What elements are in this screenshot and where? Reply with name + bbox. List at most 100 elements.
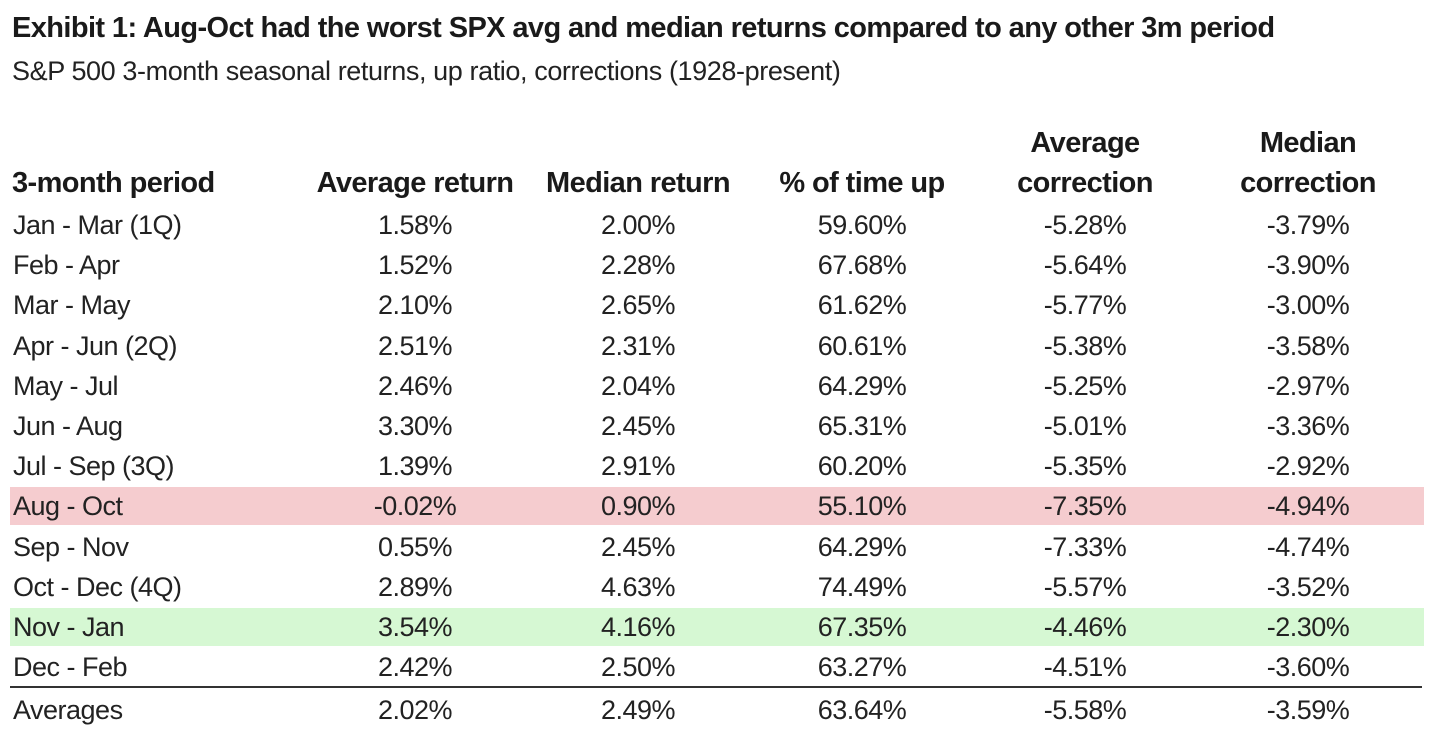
period-label: Jul - Sep (3Q) bbox=[13, 451, 175, 482]
value-cell: 2.28% bbox=[600, 250, 676, 281]
value-cell: -5.28% bbox=[1043, 210, 1127, 240]
value-cell: 2.91% bbox=[600, 451, 676, 482]
table-row: May - Jul 2.46% 2.04% 64.29% -5.25% -2.97% bbox=[10, 367, 1424, 405]
value-cell: -5.01% bbox=[1043, 411, 1127, 441]
value-cell: -3.60% bbox=[1266, 652, 1350, 683]
value-cell: -5.35% bbox=[1043, 451, 1127, 482]
value-cell: 3.54% bbox=[377, 612, 453, 642]
table-row: Jul - Sep (3Q) 1.39% 2.91% 60.20% -5.35% -2.9… bbox=[10, 447, 1424, 485]
column-header-2-line2: Average return bbox=[316, 167, 514, 199]
value-cell: 63.64% bbox=[817, 695, 907, 725]
value-cell: 1.52% bbox=[377, 250, 453, 281]
value-cell: -4.46% bbox=[1043, 612, 1127, 642]
value-cell: -2.30% bbox=[1266, 612, 1350, 642]
value-cell: 4.16% bbox=[600, 612, 676, 642]
table-row: Mar - May 2.10% 2.65% 61.62% -5.77% -3.00% bbox=[10, 286, 1424, 324]
period-label: Jun - Aug bbox=[13, 411, 123, 441]
value-cell: -5.77% bbox=[1043, 290, 1127, 321]
value-cell: -3.59% bbox=[1266, 695, 1350, 725]
period-label: Mar - May bbox=[13, 290, 131, 321]
value-cell: -7.33% bbox=[1043, 531, 1127, 562]
column-header-5-line1: Average bbox=[1030, 127, 1140, 159]
value-cell: -0.02% bbox=[373, 491, 457, 522]
table-row: Feb - Apr 1.52% 2.28% 67.68% -5.64% -3.90% bbox=[10, 246, 1424, 284]
value-cell: 67.35% bbox=[817, 612, 907, 642]
value-cell: 2.50% bbox=[600, 652, 676, 683]
value-cell: 1.58% bbox=[377, 210, 453, 240]
value-cell: 61.62% bbox=[817, 290, 907, 321]
value-cell: -2.92% bbox=[1266, 451, 1350, 482]
value-cell: 2.45% bbox=[600, 411, 676, 441]
value-cell: 2.00% bbox=[600, 210, 676, 240]
value-cell: -5.38% bbox=[1043, 330, 1127, 361]
value-cell: 74.49% bbox=[817, 571, 907, 602]
period-label: Jan - Mar (1Q) bbox=[13, 210, 182, 240]
value-cell: -3.36% bbox=[1266, 411, 1350, 441]
table-row: Jan - Mar (1Q) 1.58% 2.00% 59.60% -5.28% -3.7… bbox=[10, 206, 1424, 244]
value-cell: 2.46% bbox=[377, 370, 453, 401]
table-row: Aug - Oct -0.02% 0.90% 55.10% -7.35% -4.94% bbox=[10, 487, 1424, 526]
value-cell: 60.61% bbox=[817, 330, 907, 361]
period-label: Sep - Nov bbox=[13, 531, 129, 562]
value-cell: -4.74% bbox=[1266, 531, 1350, 562]
period-label: Nov - Jan bbox=[13, 612, 125, 642]
period-label: May - Jul bbox=[13, 370, 119, 401]
value-cell: -5.64% bbox=[1043, 250, 1127, 281]
value-cell: 2.10% bbox=[377, 290, 453, 321]
value-cell: 2.42% bbox=[377, 652, 453, 683]
value-cell: -4.51% bbox=[1043, 652, 1127, 683]
value-cell: 55.10% bbox=[817, 491, 907, 522]
value-cell: 65.31% bbox=[817, 411, 907, 441]
table-row: Nov - Jan 3.54% 4.16% 67.35% -4.46% -2.30% bbox=[10, 608, 1424, 646]
value-cell: 1.39% bbox=[377, 451, 453, 482]
period-label: Feb - Apr bbox=[13, 250, 120, 281]
value-cell: 2.31% bbox=[600, 330, 676, 361]
value-cell: -5.57% bbox=[1043, 571, 1127, 602]
value-cell: -3.00% bbox=[1266, 290, 1350, 321]
table-row: Oct - Dec (4Q) 2.89% 4.63% 74.49% -5.57% -3.5… bbox=[10, 568, 1424, 606]
averages-row: Averages 2.02% 2.49% 63.64% -5.58% -3.59% bbox=[10, 691, 1424, 729]
value-cell: -3.52% bbox=[1266, 571, 1350, 602]
value-cell: -3.79% bbox=[1266, 210, 1350, 240]
period-label: Apr - Jun (2Q) bbox=[13, 330, 178, 361]
column-header-1-line2: 3-month period bbox=[12, 167, 215, 199]
value-cell: 60.20% bbox=[817, 451, 907, 482]
value-cell: 0.55% bbox=[377, 531, 453, 562]
column-header-5-line2: correction bbox=[1017, 167, 1153, 199]
value-cell: -2.97% bbox=[1266, 370, 1350, 401]
period-label: Oct - Dec (4Q) bbox=[13, 571, 182, 602]
column-header-3-line2: Median return bbox=[546, 167, 731, 199]
value-cell: 2.45% bbox=[600, 531, 676, 562]
value-cell: 63.27% bbox=[817, 652, 907, 683]
column-header-4-line2: % of time up bbox=[779, 167, 945, 199]
value-cell: -5.25% bbox=[1043, 370, 1127, 401]
value-cell: 2.89% bbox=[377, 571, 453, 602]
column-header-6-line1: Median bbox=[1259, 127, 1357, 159]
value-cell: 64.29% bbox=[817, 531, 907, 562]
value-cell: -3.90% bbox=[1266, 250, 1350, 281]
value-cell: -5.58% bbox=[1043, 695, 1127, 725]
column-header-6-line2: correction bbox=[1240, 167, 1376, 199]
value-cell: -4.94% bbox=[1266, 491, 1350, 522]
period-label: Aug - Oct bbox=[13, 491, 123, 522]
value-cell: 64.29% bbox=[817, 370, 907, 401]
table-row: Dec - Feb 2.42% 2.50% 63.27% -4.51% -3.60% bbox=[10, 648, 1424, 686]
value-cell: 67.68% bbox=[817, 250, 907, 281]
table-row: Apr - Jun (2Q) 2.51% 2.31% 60.61% -5.38% -3.5… bbox=[10, 327, 1424, 365]
value-cell: 0.90% bbox=[600, 491, 676, 522]
period-label: Dec - Feb bbox=[13, 652, 128, 683]
value-cell: 2.04% bbox=[600, 370, 676, 401]
value-cell: -3.58% bbox=[1266, 330, 1350, 361]
value-cell: 3.30% bbox=[377, 411, 453, 441]
value-cell: 59.60% bbox=[817, 210, 907, 240]
table-row: Jun - Aug 3.30% 2.45% 65.31% -5.01% -3.36% bbox=[10, 407, 1424, 445]
value-cell: 4.63% bbox=[600, 571, 676, 602]
value-cell: 2.49% bbox=[600, 695, 676, 725]
period-label: Averages bbox=[13, 695, 123, 725]
exhibit-title: Exhibit 1: Aug-Oct had the worst SPX avg… bbox=[12, 12, 1275, 44]
value-cell: -7.35% bbox=[1043, 491, 1127, 522]
table-row: Sep - Nov 0.55% 2.45% 64.29% -7.33% -4.74% bbox=[10, 528, 1424, 566]
value-cell: 2.65% bbox=[600, 290, 676, 321]
summary-divider bbox=[10, 686, 1422, 688]
value-cell: 2.51% bbox=[377, 330, 453, 361]
